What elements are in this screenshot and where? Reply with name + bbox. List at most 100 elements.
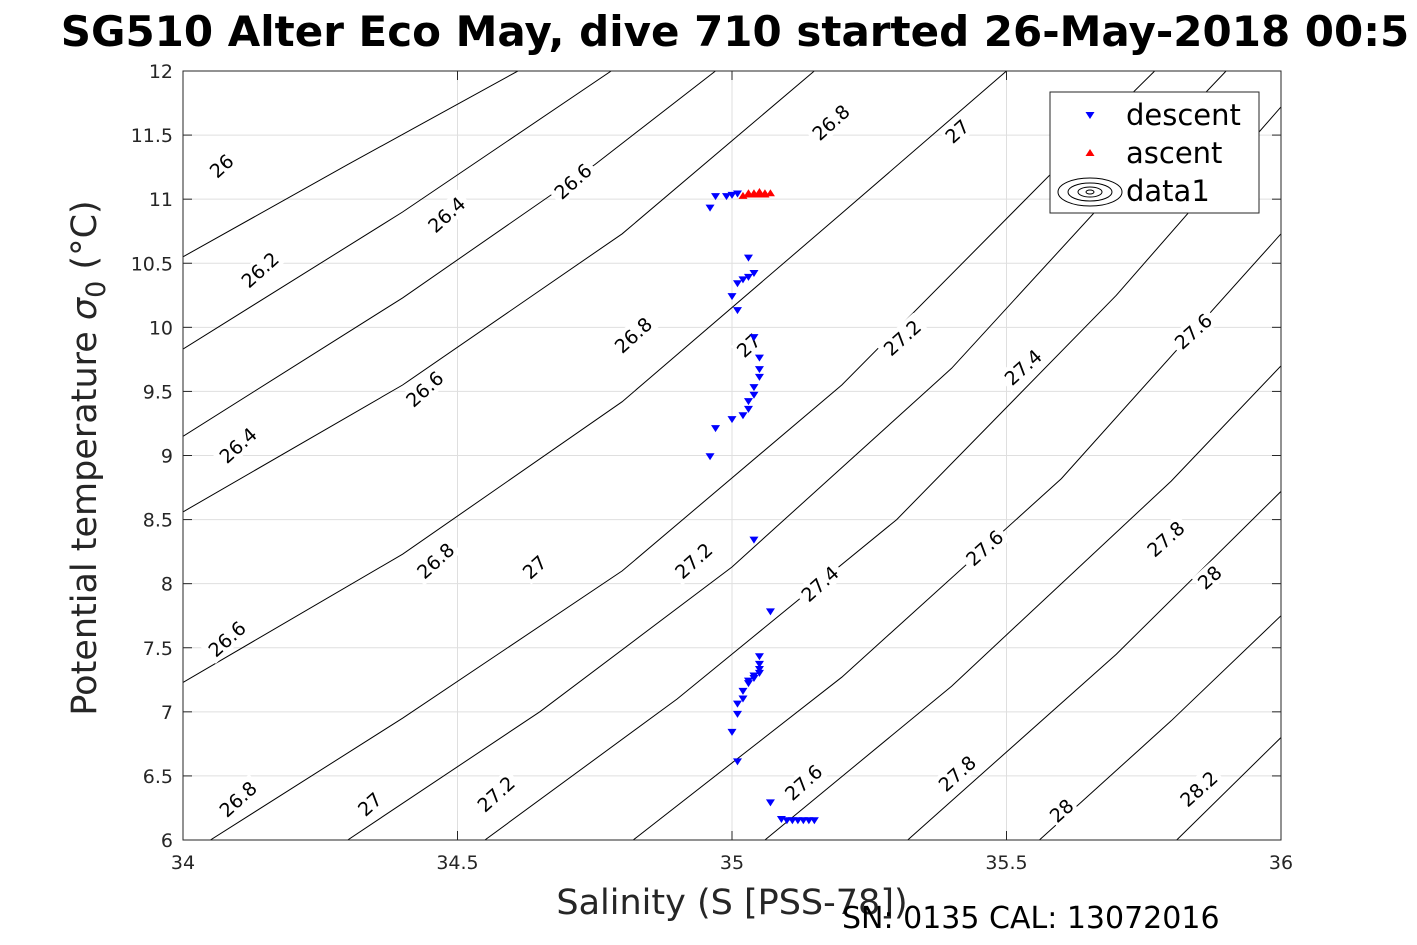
legend-data1-contour-icon (1057, 177, 1123, 207)
descent-point (749, 536, 759, 544)
y-tick-label: 11.5 (131, 125, 173, 147)
y-tick-label: 12 (149, 61, 173, 83)
isopycnal-label-gap (876, 312, 929, 363)
descent-point (743, 398, 753, 406)
descent-point (754, 666, 764, 674)
descent-point (754, 373, 764, 381)
isopycnal-label-gap (200, 613, 253, 664)
descent-point (743, 273, 753, 281)
descent-point (727, 416, 737, 424)
isopycnal-label-gap (777, 757, 830, 808)
y-axis-label: Potential temperature σ0 (°C) (65, 200, 112, 715)
y-tick-label: 11 (149, 189, 173, 211)
descent-point (722, 193, 732, 201)
descent-point (754, 660, 764, 668)
descent-point (732, 700, 742, 708)
plot-frame (182, 70, 1282, 841)
descent-point (732, 710, 742, 718)
isopycnal-label-gap (409, 535, 462, 586)
isopycnal-label-gap (211, 420, 264, 471)
isopycnal-line (764, 365, 1281, 840)
descent-point (732, 280, 742, 288)
data-points (705, 187, 819, 825)
descent-point (743, 680, 753, 688)
isopycnal-line (183, 71, 519, 258)
descent-point (749, 391, 759, 399)
isopycnal-label-gap (516, 549, 553, 585)
isopycnal-line (1039, 615, 1281, 840)
isopycnal-label-gap (1043, 792, 1080, 829)
y-axis-label-text: Potential temperature (65, 320, 105, 716)
descent-point (754, 653, 764, 661)
legend-ascent-marker (1085, 149, 1095, 156)
descent-point (732, 190, 742, 198)
isopycnal-label-gap (804, 97, 857, 148)
legend-descent-label: descent (1126, 98, 1241, 132)
y-tick-label: 9.5 (143, 381, 173, 403)
plot-axes (182, 70, 1282, 841)
descent-point (765, 608, 775, 616)
isopycnal-line (484, 106, 1281, 840)
descent-point (749, 384, 759, 392)
x-tick-label: 36 (1269, 852, 1293, 874)
descent-point (732, 758, 742, 766)
descent-point (738, 412, 748, 420)
descent-point (727, 293, 737, 301)
descent-point (754, 354, 764, 362)
isopycnal-label-gap (1191, 559, 1228, 595)
descent-point (738, 695, 748, 703)
descent-point (749, 675, 759, 683)
ascent-point (754, 187, 764, 195)
isopycnal-label-gap (931, 748, 984, 799)
y-tick-label: 9 (161, 446, 173, 468)
descent-point (809, 817, 819, 825)
isopycnal-label-gap (1172, 763, 1225, 814)
y-axis-label-subscript: 0 (81, 281, 112, 298)
descent-point (738, 276, 748, 284)
y-tick-labels: 6 6.5 7 7.5 8 8.5 9 9.5 10 10.5 11 11.5 12 (131, 61, 173, 852)
isopycnal-label-gap (211, 774, 264, 824)
isopycnal-label-gap (351, 786, 388, 822)
y-tick-label: 6.5 (143, 766, 173, 788)
y-axis-label-sigma: σ (65, 296, 105, 320)
descent-point (738, 687, 748, 695)
isopycnal-label-gap (203, 148, 240, 184)
descent-point (749, 334, 759, 342)
x-tick-label: 34.5 (436, 852, 478, 874)
isopycnal-line (183, 71, 612, 350)
isopycnal-label-gap (420, 189, 473, 240)
legend: descent ascent data1 (1049, 91, 1260, 214)
descent-point (711, 425, 721, 433)
isopycnal-line (907, 491, 1281, 840)
isopycnal-line (183, 71, 815, 513)
descent-point (743, 405, 753, 413)
isopycnal-label-gap (607, 310, 660, 360)
descent-point (711, 193, 721, 201)
isopycnal-label-gap (233, 244, 286, 295)
ascent-point (765, 189, 775, 197)
chart-title: SG510 Alter Eco May, dive 710 started 26… (61, 7, 1410, 56)
descent-point (754, 669, 764, 677)
x-tick-labels: 34 34.5 35 35.5 36 (171, 852, 1293, 874)
isopycnal-line (1176, 737, 1281, 840)
footer-serial-calibration: SN: 0135 CAL: 13072016 (842, 901, 1220, 936)
isopycnal-label-gap (730, 327, 767, 363)
isopycnal-label-gap (793, 558, 846, 609)
descent-point (743, 254, 753, 262)
descent-point (705, 453, 715, 461)
isopycnal-label-gap (398, 363, 451, 414)
y-tick-label: 10.5 (131, 253, 173, 275)
y-tick-label: 8.5 (143, 510, 173, 532)
y-tick-label: 6 (161, 830, 173, 852)
y-tick-label: 8 (161, 574, 173, 596)
x-tick-label: 35.5 (985, 852, 1027, 874)
y-tick-label: 7 (161, 702, 173, 724)
legend-descent-marker (1085, 112, 1095, 119)
descent-point (754, 366, 764, 374)
isopycnal-label-gap (1139, 513, 1192, 564)
legend-data1-label: data1 (1126, 174, 1210, 208)
isopycnal-line (183, 71, 1007, 683)
x-axis-label: Salinity (S [PSS-78]) (556, 883, 907, 923)
isopycnal-label-gap (546, 156, 599, 207)
